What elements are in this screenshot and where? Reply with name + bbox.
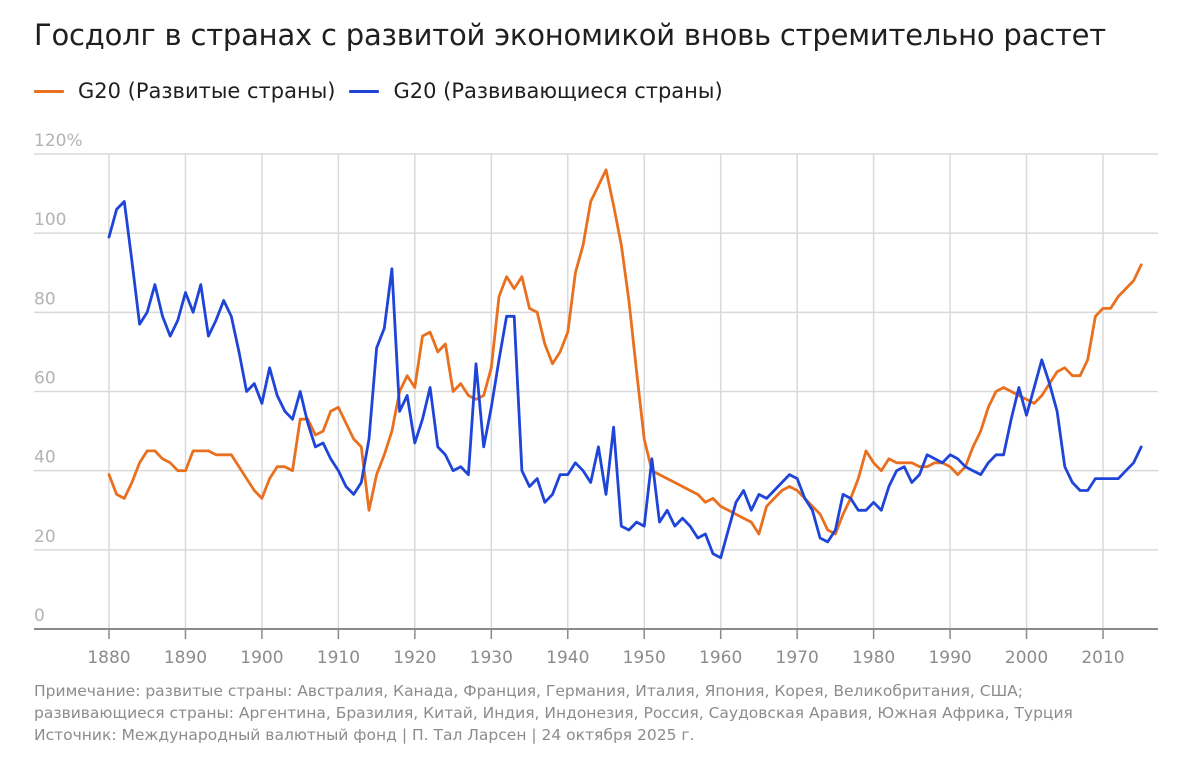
series-line-developing	[107, 200, 1143, 560]
y-tick-label-120: 120%	[34, 131, 83, 151]
legend-item-developing: G20 (Развивающиеся страны)	[349, 79, 723, 103]
y-tick-label-20: 20	[34, 527, 56, 547]
x-tick-label-1990: 1990	[928, 648, 971, 668]
x-tick-label-1910: 1910	[317, 648, 360, 668]
y-tick-label-100: 100	[34, 210, 66, 230]
x-tick-label-2010: 2010	[1081, 648, 1124, 668]
x-tick-label-1940: 1940	[546, 648, 589, 668]
legend: G20 (Развитые страны) G20 (Развивающиеся…	[34, 76, 737, 106]
legend-label-developing: G20 (Развивающиеся страны)	[393, 79, 723, 103]
legend-item-developed: G20 (Развитые страны)	[34, 79, 335, 103]
y-tick-label-40: 40	[34, 448, 56, 468]
y-axis-ticks: 0 20 40 60 80 100 120%	[34, 131, 83, 626]
x-tick-label-1970: 1970	[776, 648, 819, 668]
x-tick-label-1880: 1880	[87, 648, 130, 668]
debt-line-chart: 0 20 40 60 80 100 120% 1880 1890 1900 1910 1920 193…	[34, 131, 1158, 668]
x-tick-label-1900: 1900	[240, 648, 283, 668]
legend-swatch-developed	[34, 89, 64, 93]
series-line-developed	[107, 168, 1143, 536]
y-tick-label-80: 80	[34, 289, 56, 309]
x-tick-label-1980: 1980	[852, 648, 895, 668]
x-tick-label-1890: 1890	[164, 648, 207, 668]
note-developed: Примечание: развитые страны: Австралия, …	[34, 682, 1023, 700]
y-tick-label-60: 60	[34, 369, 56, 389]
y-tick-label-0: 0	[34, 606, 45, 626]
x-axis: 1880 1890 1900 1910 1920 1930 1940 1950 1960 1970…	[34, 628, 1158, 668]
grid-lines	[34, 153, 1158, 629]
legend-label-developed: G20 (Развитые страны)	[78, 79, 336, 103]
x-tick-label-1930: 1930	[470, 648, 513, 668]
series-lines	[107, 168, 1143, 560]
note-developing: развивающиеся страны: Аргентина, Бразили…	[34, 704, 1073, 722]
x-tick-label-1960: 1960	[699, 648, 742, 668]
x-tick-label-2000: 2000	[1005, 648, 1048, 668]
legend-swatch-developing	[349, 89, 380, 93]
footnotes: Примечание: развитые страны: Австралия, …	[34, 680, 1073, 746]
note-source: Источник: Международный валютный фонд | …	[34, 726, 695, 744]
x-tick-label-1920: 1920	[393, 648, 436, 668]
x-tick-label-1950: 1950	[623, 648, 666, 668]
chart-title: Госдолг в странах с развитой экономикой …	[34, 18, 1106, 52]
